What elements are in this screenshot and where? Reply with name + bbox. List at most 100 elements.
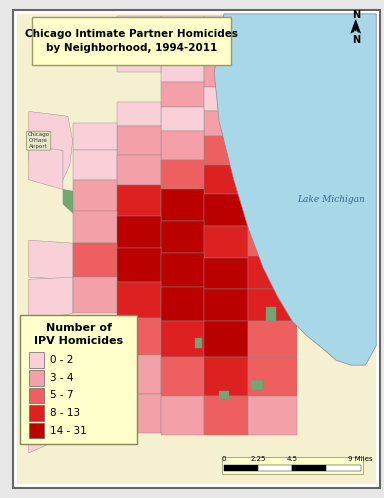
Bar [204, 226, 248, 258]
Bar [117, 248, 161, 282]
Bar [117, 155, 161, 185]
Bar [117, 216, 161, 248]
Bar [73, 351, 117, 386]
Text: IPV Homicides: IPV Homicides [34, 336, 123, 346]
Bar [161, 287, 204, 321]
Bar [204, 136, 248, 165]
Bar [248, 396, 297, 435]
Bar [161, 396, 204, 435]
Bar [204, 87, 248, 112]
Bar [29, 353, 45, 368]
Bar [161, 58, 204, 82]
Polygon shape [214, 14, 376, 365]
Bar [73, 316, 117, 351]
Text: 3 - 4: 3 - 4 [50, 373, 74, 383]
Bar [248, 23, 302, 43]
Bar [224, 465, 258, 471]
Bar [117, 185, 161, 216]
Polygon shape [29, 240, 73, 279]
Bar [248, 321, 297, 357]
Text: Number of: Number of [46, 323, 112, 333]
Bar [161, 16, 204, 33]
Polygon shape [29, 321, 73, 365]
Polygon shape [351, 20, 361, 33]
Bar [204, 357, 248, 396]
Bar [117, 282, 161, 318]
Bar [204, 112, 248, 136]
Bar [258, 465, 292, 471]
Bar [266, 307, 276, 321]
Polygon shape [29, 394, 73, 453]
Polygon shape [29, 277, 73, 321]
Text: 5 - 7: 5 - 7 [50, 390, 74, 400]
Bar [161, 82, 204, 107]
Bar [161, 41, 204, 63]
Bar [248, 191, 297, 224]
Text: 2.25: 2.25 [250, 456, 266, 462]
Bar [29, 405, 45, 421]
Bar [117, 28, 161, 53]
Bar [248, 72, 297, 102]
Text: Lake Michigan: Lake Michigan [298, 195, 365, 204]
Bar [29, 423, 45, 438]
Bar [73, 211, 117, 243]
Bar [204, 63, 248, 87]
Bar [248, 160, 297, 191]
Bar [161, 189, 204, 221]
Bar [29, 387, 45, 403]
Bar [117, 16, 161, 28]
Bar [204, 33, 248, 63]
Text: Chicago Intimate Partner Homicides: Chicago Intimate Partner Homicides [25, 29, 238, 39]
Bar [204, 165, 248, 194]
Bar [292, 465, 326, 471]
Bar [204, 16, 248, 33]
Bar [248, 131, 297, 160]
Text: Chicago
O'Hare
Airport: Chicago O'Hare Airport [28, 132, 50, 149]
Bar [248, 102, 297, 131]
Text: 8 - 13: 8 - 13 [50, 408, 80, 418]
Bar [161, 221, 204, 253]
FancyBboxPatch shape [20, 315, 137, 444]
Bar [248, 357, 297, 396]
Bar [204, 396, 248, 435]
Polygon shape [63, 189, 97, 234]
Bar [73, 386, 117, 426]
Bar [117, 318, 161, 356]
Bar [73, 277, 117, 313]
Bar [204, 194, 248, 226]
Text: N: N [352, 35, 360, 45]
Bar [204, 289, 248, 321]
FancyBboxPatch shape [13, 10, 380, 488]
Bar [195, 338, 202, 348]
Bar [204, 321, 248, 357]
Text: 14 - 31: 14 - 31 [50, 425, 87, 435]
Bar [73, 123, 117, 150]
Bar [248, 289, 297, 321]
Bar [248, 43, 302, 72]
Bar [204, 258, 248, 289]
Bar [161, 253, 204, 287]
Bar [248, 224, 297, 256]
Polygon shape [29, 112, 73, 180]
Bar [117, 53, 161, 72]
Bar [326, 465, 361, 471]
Text: 0 - 2: 0 - 2 [50, 355, 74, 365]
Bar [73, 180, 117, 211]
Bar [222, 457, 362, 475]
Text: by Neighborhood, 1994-2011: by Neighborhood, 1994-2011 [46, 43, 217, 53]
Bar [117, 394, 161, 433]
Bar [161, 33, 204, 58]
Bar [248, 256, 297, 289]
Bar [73, 243, 117, 277]
Text: 9 Miles: 9 Miles [348, 456, 373, 462]
Bar [117, 102, 161, 126]
Bar [219, 391, 229, 399]
Bar [117, 356, 161, 394]
Polygon shape [29, 356, 73, 409]
Polygon shape [29, 145, 63, 189]
Bar [161, 357, 204, 396]
Text: N: N [352, 9, 360, 20]
Bar [251, 380, 263, 389]
Text: 0: 0 [222, 456, 226, 462]
Bar [29, 370, 45, 385]
